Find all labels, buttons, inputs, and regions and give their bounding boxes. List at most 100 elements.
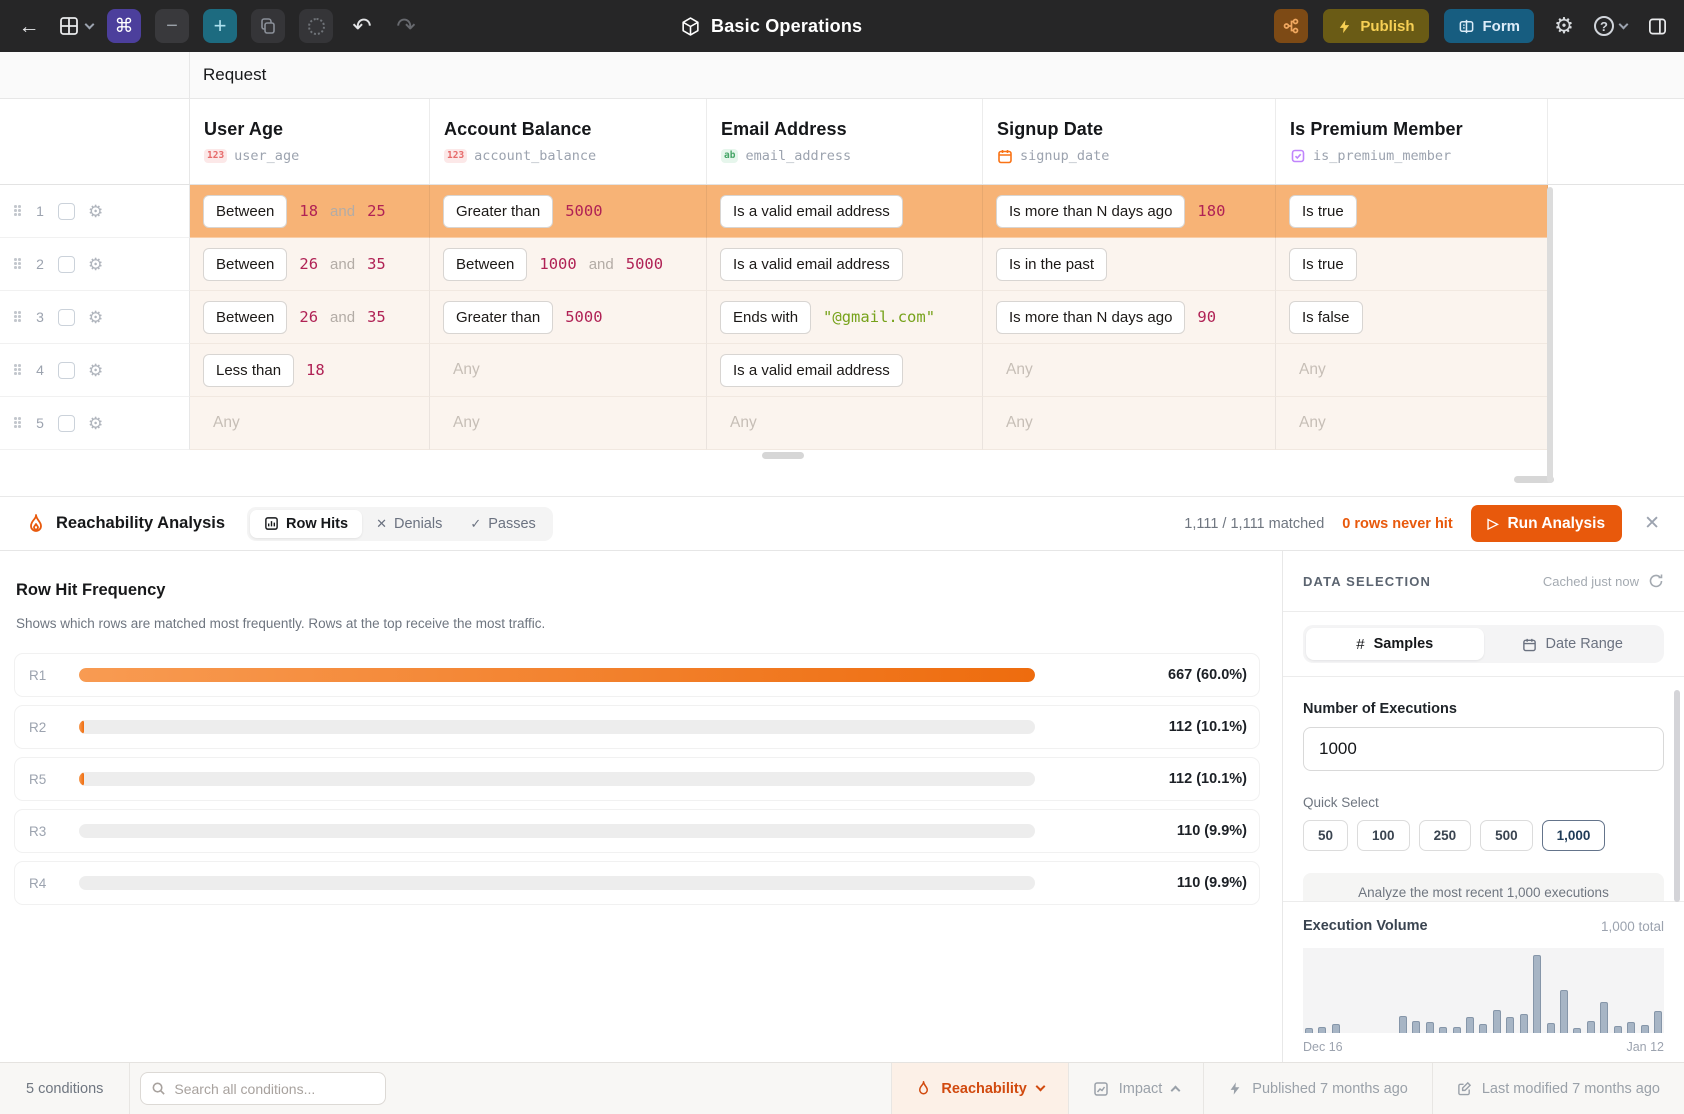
condition-chip[interactable]: Between — [203, 194, 288, 228]
column-header-is_premium_member[interactable]: Is Premium Member is_premium_member — [1276, 99, 1548, 184]
command-palette-button[interactable]: ⌘ — [107, 9, 141, 43]
panel-toggle-button[interactable] — [1642, 11, 1672, 41]
condition-chip[interactable]: Between — [203, 247, 288, 281]
condition-value[interactable]: 35 — [367, 255, 386, 273]
condition-cell[interactable]: Is true — [1276, 185, 1548, 238]
condition-cell[interactable]: Any — [430, 344, 707, 397]
tab-row-hits[interactable]: Row Hits — [250, 509, 363, 538]
quick-select-option[interactable]: 1,000 — [1541, 820, 1606, 851]
condition-cell[interactable]: Is a valid email address — [707, 344, 983, 397]
column-header-user_age[interactable]: User Age 123 user_age — [190, 99, 430, 184]
panel-scrollbar-thumb[interactable] — [1674, 690, 1680, 902]
row-gear-icon[interactable]: ⚙ — [88, 360, 104, 380]
condition-chip[interactable]: Is more than N days ago — [996, 194, 1186, 228]
condition-cell[interactable]: Ends with "@gmail.com" — [707, 291, 983, 344]
condition-chip[interactable]: Between — [443, 247, 528, 281]
row-drag-handle[interactable] — [14, 258, 22, 270]
row-checkbox[interactable] — [58, 361, 75, 379]
condition-cell[interactable]: Any — [1276, 397, 1548, 450]
condition-chip[interactable]: Is false — [1289, 300, 1363, 334]
published-status[interactable]: Published 7 months ago — [1203, 1062, 1432, 1114]
impact-toggle[interactable]: Impact — [1067, 1062, 1204, 1114]
vertical-scrollbar-thumb[interactable] — [1547, 187, 1553, 483]
add-row-button[interactable]: + — [203, 9, 237, 43]
executions-input[interactable] — [1303, 727, 1664, 771]
condition-chip[interactable]: Is true — [1289, 194, 1357, 228]
panel-resize-handle[interactable] — [762, 452, 804, 459]
column-header-signup_date[interactable]: Signup Date signup_date — [983, 99, 1276, 184]
quick-select-option[interactable]: 500 — [1480, 820, 1533, 851]
branch-button[interactable] — [1274, 9, 1309, 43]
remove-row-button[interactable]: − — [155, 9, 189, 43]
condition-chip[interactable]: Is in the past — [996, 247, 1108, 281]
quick-select-option[interactable]: 50 — [1303, 820, 1349, 851]
row-checkbox[interactable] — [58, 308, 75, 326]
quick-select-option[interactable]: 250 — [1418, 820, 1472, 851]
condition-value[interactable]: 26 — [299, 308, 319, 326]
condition-cell[interactable]: Any — [430, 397, 707, 450]
row-drag-handle[interactable] — [14, 417, 22, 429]
condition-value[interactable]: 25 — [367, 202, 386, 220]
redo-button[interactable]: ↷ — [396, 12, 416, 39]
condition-cell[interactable]: Between 26 and 35 — [190, 238, 430, 291]
condition-cell[interactable]: Between 18 and 25 — [190, 185, 430, 238]
form-button[interactable]: Form — [1443, 9, 1534, 43]
row-gear-icon[interactable]: ⚙ — [88, 254, 104, 274]
condition-cell[interactable]: Is false — [1276, 291, 1548, 344]
condition-value[interactable]: 18 — [306, 361, 325, 379]
tab-passes[interactable]: ✓ Passes — [470, 515, 536, 532]
copy-button[interactable] — [251, 9, 285, 43]
refresh-icon[interactable] — [1648, 573, 1664, 589]
help-menu[interactable]: ? — [1594, 11, 1629, 41]
reachability-toggle[interactable]: Reachability — [891, 1062, 1068, 1114]
condition-chip[interactable]: Greater than — [443, 300, 554, 334]
condition-cell[interactable]: Any — [983, 397, 1276, 450]
tab-date-range[interactable]: Date Range — [1484, 628, 1662, 660]
condition-cell[interactable]: Is true — [1276, 238, 1548, 291]
condition-value[interactable]: 5000 — [565, 308, 603, 326]
condition-value[interactable]: 180 — [1197, 202, 1226, 220]
condition-cell[interactable]: Any — [983, 344, 1276, 397]
horizontal-scrollbar-thumb[interactable] — [1514, 476, 1554, 483]
condition-cell[interactable]: Is more than N days ago 90 — [983, 291, 1276, 344]
condition-cell[interactable]: Is a valid email address — [707, 238, 983, 291]
condition-value[interactable]: 1000 — [539, 255, 577, 273]
condition-cell[interactable]: Greater than 5000 — [430, 185, 707, 238]
last-modified-status[interactable]: Last modified 7 months ago — [1431, 1062, 1684, 1114]
search-input[interactable] — [174, 1080, 376, 1097]
selection-tool-button[interactable] — [299, 9, 333, 43]
condition-chip[interactable]: Ends with — [720, 300, 812, 334]
condition-chip[interactable]: Is a valid email address — [720, 247, 903, 281]
tab-samples[interactable]: # Samples — [1306, 628, 1484, 660]
condition-value[interactable]: 26 — [299, 255, 319, 273]
row-gear-icon[interactable]: ⚙ — [88, 307, 104, 327]
row-drag-handle[interactable] — [14, 311, 22, 323]
condition-cell[interactable]: Less than 18 — [190, 344, 430, 397]
row-drag-handle[interactable] — [14, 364, 22, 376]
condition-value[interactable]: "@gmail.com" — [823, 308, 936, 326]
row-drag-handle[interactable] — [14, 205, 22, 217]
condition-cell[interactable]: Greater than 5000 — [430, 291, 707, 344]
condition-chip[interactable]: Is a valid email address — [720, 353, 903, 387]
condition-cell[interactable]: Any — [190, 397, 430, 450]
tab-denials[interactable]: ✕ Denials — [376, 515, 443, 532]
condition-value[interactable]: 35 — [367, 308, 386, 326]
column-header-account_balance[interactable]: Account Balance 123 account_balance — [430, 99, 707, 184]
condition-cell[interactable]: Is in the past — [983, 238, 1276, 291]
condition-cell[interactable]: Is a valid email address — [707, 185, 983, 238]
condition-chip[interactable]: Greater than — [443, 194, 554, 228]
row-checkbox[interactable] — [58, 414, 75, 432]
condition-chip[interactable]: Is more than N days ago — [996, 300, 1186, 334]
condition-cell[interactable]: Any — [1276, 344, 1548, 397]
run-analysis-button[interactable]: ▷ Run Analysis — [1470, 505, 1623, 542]
column-header-email_address[interactable]: Email Address ab email_address — [707, 99, 983, 184]
back-button[interactable]: ← — [18, 14, 40, 38]
condition-value[interactable]: 18 — [299, 202, 319, 220]
search-conditions-box[interactable] — [140, 1072, 387, 1105]
condition-chip[interactable]: Is true — [1289, 247, 1357, 281]
condition-value[interactable]: 5000 — [625, 255, 664, 273]
quick-select-option[interactable]: 100 — [1357, 820, 1410, 851]
row-checkbox[interactable] — [58, 202, 75, 220]
condition-cell[interactable]: Is more than N days ago 180 — [983, 185, 1276, 238]
row-gear-icon[interactable]: ⚙ — [88, 413, 104, 433]
